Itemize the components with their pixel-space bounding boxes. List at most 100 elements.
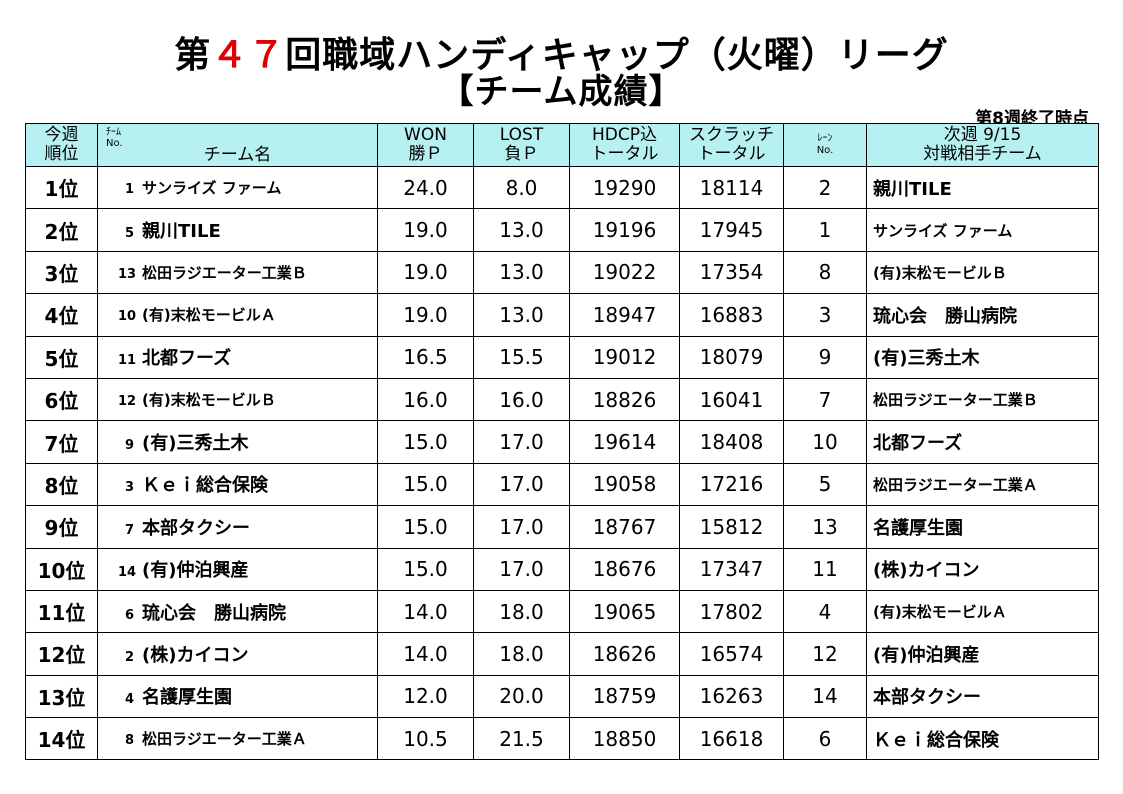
header-team: ﾁｰﾑ No. チーム名	[97, 123, 378, 167]
team-name: 名護厚生園	[142, 687, 232, 709]
team-number: 12	[118, 394, 137, 410]
team-number: 9	[124, 438, 134, 454]
hdcp-cell: 19196	[569, 208, 680, 252]
team-cell: 4 名護厚生園	[97, 674, 378, 719]
team-number: 14	[118, 565, 137, 581]
rank-cell: 9位	[25, 505, 98, 549]
rank-cell: 11位	[25, 589, 98, 634]
rank-cell: 8位	[25, 462, 98, 507]
team-number: 6	[124, 607, 134, 623]
team-cell: 5 親川TILE	[97, 208, 378, 252]
team-name: 親川TILE	[142, 221, 221, 243]
table-row: 3位 13 松田ラジエーター工業Ｂ 19.0 13.0 19022 17354 8 (有)末松モ…	[25, 250, 1099, 295]
table-row: 11位 6 琉心会 勝山病院 14.0 18.0 19065 17802 4 (有)末松モービル…	[25, 589, 1099, 634]
scratch-cell: 17802	[679, 589, 784, 634]
lost-cell: 17.0	[473, 505, 570, 549]
lane-cell: 7	[783, 377, 867, 422]
hdcp-cell: 19022	[569, 250, 680, 295]
won-cell: 19.0	[377, 208, 474, 252]
lost-cell: 17.0	[473, 547, 570, 591]
scratch-cell: 18114	[679, 165, 784, 210]
team-name: (有)仲泊興産	[142, 560, 249, 582]
hdcp-cell: 18626	[569, 632, 680, 676]
table-row: 9位 7 本部タクシー 15.0 17.0 18767 15812 13 名護厚生園	[25, 505, 1099, 549]
table-row: 7位 9 (有)三秀土木 15.0 17.0 19614 18408 10 北都フーズ	[25, 420, 1099, 464]
lost-cell: 21.5	[473, 717, 570, 761]
team-name: 北都フーズ	[142, 348, 232, 370]
team-name: (有)三秀土木	[142, 433, 249, 455]
team-name: (有)末松モービルＢ	[142, 391, 276, 410]
lane-cell: 12	[783, 632, 867, 676]
team-name: 松田ラジエーター工業Ｂ	[142, 263, 307, 282]
rank-cell: 12位	[25, 632, 98, 676]
page-title: 第４７回職域ハンディキャップ（火曜）リーグ	[0, 26, 1123, 78]
lost-cell: 18.0	[473, 589, 570, 634]
won-cell: 19.0	[377, 250, 474, 295]
scratch-cell: 16883	[679, 293, 784, 337]
hdcp-cell: 18767	[569, 505, 680, 549]
team-cell: 14 (有)仲泊興産	[97, 547, 378, 591]
lane-cell: 2	[783, 165, 867, 210]
lost-cell: 18.0	[473, 632, 570, 676]
won-cell: 15.0	[377, 420, 474, 464]
table-row: 6位 12 (有)末松モービルＢ 16.0 16.0 18826 16041 7 松田ラジエータ…	[25, 377, 1099, 422]
header-rank: 今週 順位	[25, 123, 98, 167]
team-cell: 12 (有)末松モービルＢ	[97, 377, 378, 422]
header-lost: LOST 負Ｐ	[473, 123, 570, 167]
opponent-cell: (有)仲泊興産	[866, 632, 1099, 676]
won-cell: 15.0	[377, 505, 474, 549]
hdcp-cell: 19065	[569, 589, 680, 634]
team-number: 7	[124, 522, 134, 538]
team-cell: 10 (有)末松モービルＡ	[97, 293, 378, 337]
lane-cell: 5	[783, 462, 867, 507]
table-row: 14位 8 松田ラジエーター工業Ａ 10.5 21.5 18850 16618 6 Ｋｅｉ総合保…	[25, 717, 1099, 761]
team-name: 松田ラジエーター工業Ａ	[142, 730, 307, 749]
team-name: (有)末松モービルＡ	[142, 306, 276, 325]
table-row: 8位 3 Ｋｅｉ総合保険 15.0 17.0 19058 17216 5 松田ラジエーター工業Ａ	[25, 462, 1099, 507]
team-cell: 8 松田ラジエーター工業Ａ	[97, 717, 378, 761]
team-name: 琉心会 勝山病院	[142, 602, 286, 624]
table-row: 4位 10 (有)末松モービルＡ 19.0 13.0 18947 16883 3 琉心会 勝山病…	[25, 293, 1099, 337]
opponent-cell: 琉心会 勝山病院	[866, 293, 1099, 337]
opponent-cell: (有)末松モービルＢ	[866, 250, 1099, 295]
scratch-cell: 16263	[679, 674, 784, 719]
scratch-cell: 16574	[679, 632, 784, 676]
won-cell: 16.0	[377, 377, 474, 422]
team-cell: 9 (有)三秀土木	[97, 420, 378, 464]
opponent-cell: 松田ラジエーター工業Ｂ	[866, 377, 1099, 422]
title-number: ４７	[211, 35, 286, 76]
opponent-cell: 本部タクシー	[866, 674, 1099, 719]
rank-cell: 14位	[25, 717, 98, 761]
team-number: 11	[118, 353, 137, 369]
won-cell: 19.0	[377, 293, 474, 337]
team-cell: 13 松田ラジエーター工業Ｂ	[97, 250, 378, 295]
rank-cell: 2位	[25, 208, 98, 252]
lane-cell: 8	[783, 250, 867, 295]
opponent-cell: (有)末松モービルＡ	[866, 589, 1099, 634]
hdcp-cell: 18850	[569, 717, 680, 761]
table-row: 5位 11 北都フーズ 16.5 15.5 19012 18079 9 (有)三秀土木	[25, 335, 1099, 379]
scratch-cell: 17216	[679, 462, 784, 507]
scratch-cell: 15812	[679, 505, 784, 549]
lost-cell: 13.0	[473, 250, 570, 295]
team-name: (株)カイコン	[142, 644, 249, 666]
opponent-cell: (株)カイコン	[866, 547, 1099, 591]
page-subtitle: 【チーム成績】	[439, 72, 684, 112]
hdcp-cell: 18947	[569, 293, 680, 337]
team-number: 13	[118, 266, 137, 282]
team-number: 1	[124, 182, 134, 198]
won-cell: 15.0	[377, 547, 474, 591]
title-suffix: 回職域ハンディキャップ（火曜）リーグ	[285, 35, 949, 76]
team-cell: 2 (株)カイコン	[97, 632, 378, 676]
rank-cell: 7位	[25, 420, 98, 464]
lost-cell: 16.0	[473, 377, 570, 422]
lost-cell: 13.0	[473, 293, 570, 337]
team-cell: 6 琉心会 勝山病院	[97, 589, 378, 634]
team-number: 3	[124, 480, 134, 496]
team-number: 5	[124, 226, 134, 242]
team-number: 8	[124, 733, 134, 749]
hdcp-cell: 18759	[569, 674, 680, 719]
hdcp-cell: 18676	[569, 547, 680, 591]
won-cell: 24.0	[377, 165, 474, 210]
rank-cell: 5位	[25, 335, 98, 379]
